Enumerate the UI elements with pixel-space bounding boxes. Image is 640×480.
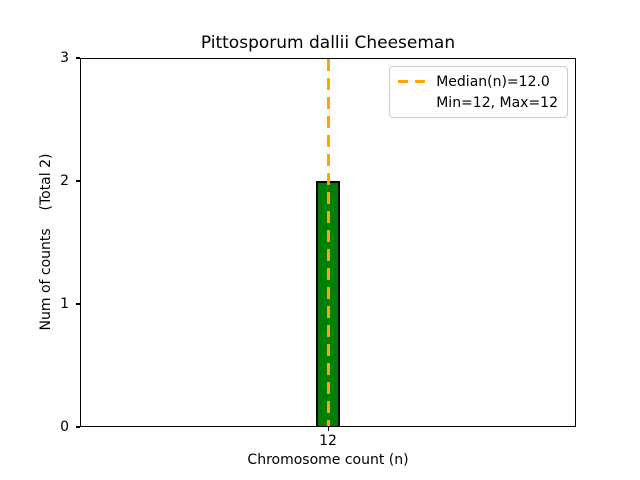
y-tick-label: 3 <box>60 50 69 66</box>
legend: Median(n)=12.0 Min=12, Max=12 <box>389 66 568 118</box>
y-tick-mark <box>76 180 80 182</box>
y-tick: 2 <box>60 172 80 190</box>
y-tick-mark <box>76 303 80 305</box>
chart-title: Pittosporum dallii Cheeseman <box>200 33 456 53</box>
y-tick: 3 <box>60 49 80 67</box>
legend-entry-median: Median(n)=12.0 <box>398 71 558 92</box>
y-axis-ticks: 0 1 2 3 <box>0 50 80 435</box>
legend-entry-minmax: Min=12, Max=12 <box>398 92 558 113</box>
y-tick-mark <box>76 57 80 59</box>
legend-label-minmax: Min=12, Max=12 <box>436 94 558 111</box>
x-axis-label: Chromosome count (n) <box>247 452 409 468</box>
plot-area: Median(n)=12.0 Min=12, Max=12 <box>80 58 576 427</box>
y-tick: 0 <box>60 418 80 436</box>
y-tick-label: 1 <box>60 296 69 312</box>
legend-dashed-line-icon <box>398 80 427 83</box>
median-line <box>326 59 330 426</box>
x-tick-mark <box>327 427 329 431</box>
y-tick: 1 <box>60 295 80 313</box>
legend-label-median: Median(n)=12.0 <box>436 73 550 90</box>
legend-empty-swatch <box>398 101 426 104</box>
y-tick-label: 2 <box>60 173 69 189</box>
x-tick-label: 12 <box>319 433 337 449</box>
y-tick-mark <box>76 426 80 428</box>
y-tick-label: 0 <box>60 419 69 435</box>
